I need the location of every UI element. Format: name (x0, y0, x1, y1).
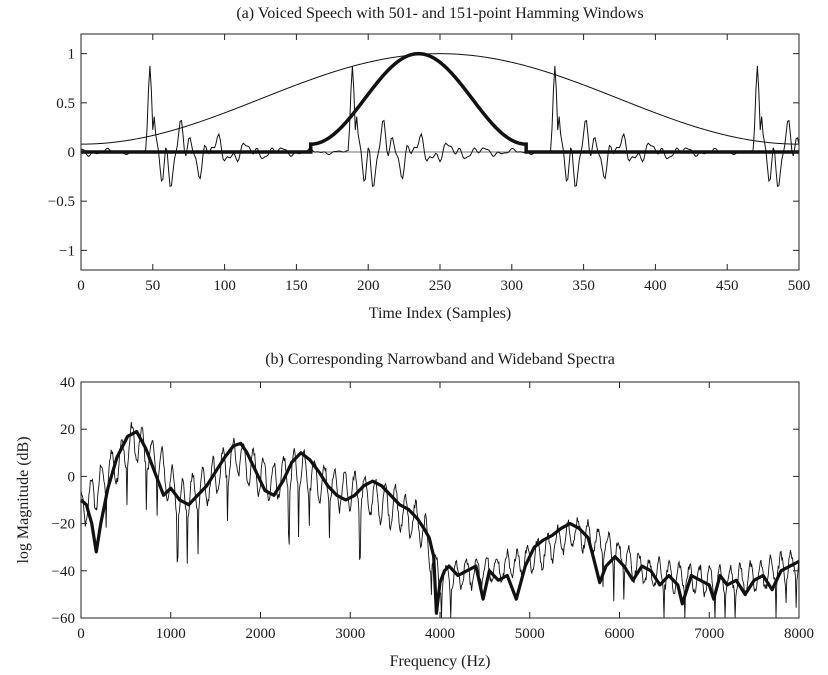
panel-b-y-axis-label: log Magnitude (dB) (15, 436, 32, 563)
x-tick-label: 7000 (694, 626, 724, 642)
x-tick-label: 50 (145, 278, 160, 294)
hamming-501-window-line (81, 53, 799, 145)
panel-b-x-axis-label: Frequency (Hz) (390, 653, 491, 670)
y-tick-label: 0.5 (56, 96, 75, 112)
x-tick-label: 150 (285, 278, 308, 294)
panel-b-plot-area (79, 421, 800, 619)
y-tick-label: 1 (68, 47, 76, 63)
y-tick-label: 20 (60, 422, 75, 438)
panel-a-y-ticks: 1 0.5 0 −0.5 −1 (48, 47, 799, 259)
y-tick-label: −60 (52, 611, 75, 627)
x-tick-label: 300 (501, 278, 524, 294)
panel-b-y-ticks: 40 20 0 −20 −40 −60 (52, 375, 799, 627)
panel-a-x-ticks: 0 50 100 150 200 250 300 350 400 450 500 (77, 34, 810, 294)
y-tick-label: −1 (59, 243, 75, 259)
x-tick-label: 200 (357, 278, 380, 294)
y-tick-label: 40 (60, 375, 75, 391)
x-tick-label: 250 (429, 278, 452, 294)
y-tick-label: −0.5 (48, 194, 75, 210)
x-tick-label: 8000 (784, 626, 814, 642)
y-tick-label: −40 (52, 564, 75, 580)
x-tick-label: 350 (572, 278, 595, 294)
wideband-spectrum-line (79, 429, 800, 615)
x-tick-label: 500 (788, 278, 811, 294)
x-tick-label: 4000 (425, 626, 455, 642)
x-tick-label: 2000 (246, 626, 276, 642)
x-tick-label: 5000 (515, 626, 545, 642)
x-tick-label: 1000 (156, 626, 186, 642)
x-tick-label: 400 (644, 278, 667, 294)
panel-b-title: (b) Corresponding Narrowband and Wideban… (265, 351, 615, 368)
x-tick-label: 0 (77, 626, 85, 642)
panel-a: (a) Voiced Speech with 501- and 151-poin… (48, 5, 810, 322)
y-tick-label: −20 (52, 517, 75, 533)
x-tick-label: 450 (716, 278, 739, 294)
panel-b-x-ticks: 0 1000 2000 3000 4000 5000 6000 7000 8000 (77, 382, 814, 642)
hamming-151-window-line (81, 51, 799, 154)
panel-a-x-axis-label: Time Index (Samples) (369, 305, 512, 322)
x-tick-label: 6000 (605, 626, 635, 642)
panel-a-title: (a) Voiced Speech with 501- and 151-poin… (236, 5, 643, 22)
x-tick-label: 3000 (335, 626, 365, 642)
panel-a-plot-area (80, 51, 800, 188)
x-tick-label: 100 (213, 278, 236, 294)
panel-b: (b) Corresponding Narrowband and Wideban… (15, 351, 814, 670)
y-tick-label: 0 (68, 469, 76, 485)
speech-signal-line (80, 65, 800, 188)
y-tick-label: 0 (68, 145, 76, 161)
x-tick-label: 0 (77, 278, 85, 294)
